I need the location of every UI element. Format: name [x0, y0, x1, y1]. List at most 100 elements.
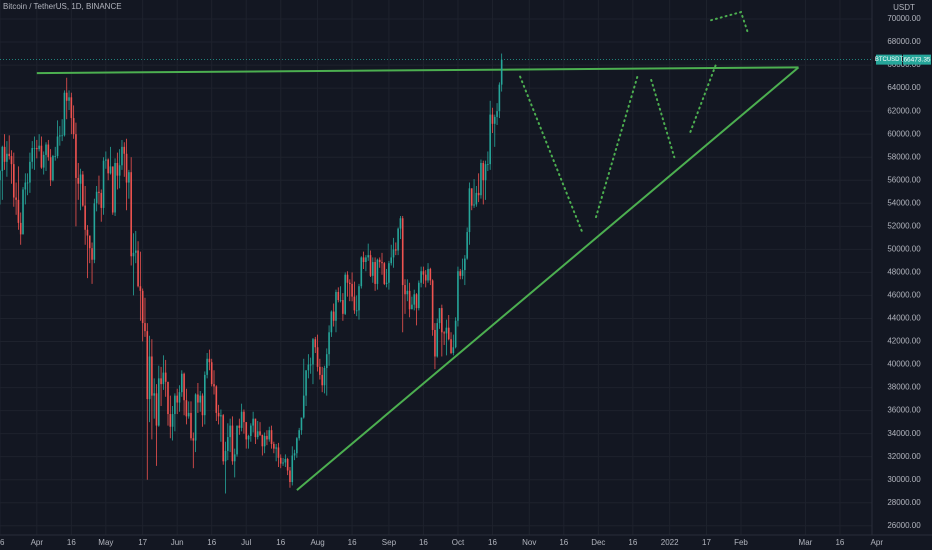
x-tick-label: May	[98, 538, 113, 547]
last-price-tag	[903, 54, 931, 65]
candle-body	[137, 250, 139, 287]
candle-body	[392, 249, 395, 258]
candle-body	[268, 430, 271, 440]
candle-body	[24, 182, 27, 190]
candle-body	[383, 263, 386, 284]
y-tick-label: 36000.00	[887, 406, 921, 415]
candle-body	[210, 362, 213, 385]
candle-body	[282, 462, 284, 464]
candle-body	[68, 97, 70, 101]
candle-body	[93, 203, 96, 260]
candle-body	[298, 430, 300, 439]
candle-body	[102, 160, 105, 208]
candle-body	[98, 191, 100, 193]
candle-body	[418, 282, 420, 309]
candle-body	[206, 358, 208, 375]
candles	[0, 53, 503, 494]
candle-body	[431, 280, 434, 330]
candle-body	[353, 296, 356, 311]
last-price-label: 66473.35	[903, 56, 930, 63]
candle-body	[190, 412, 192, 439]
candle-body	[493, 116, 496, 124]
axes: 26000.00 28000.00 30000.00 32000.00 34000.00…	[0, 14, 931, 547]
y-tick-label: 58000.00	[887, 152, 921, 161]
candle-body	[130, 172, 132, 257]
candle-body	[330, 311, 333, 333]
y-tick-label: 40000.00	[887, 360, 921, 369]
candle-body	[447, 327, 450, 340]
candle-body	[111, 166, 114, 213]
candle-body	[52, 156, 54, 181]
candle-body	[468, 188, 471, 233]
candle-body	[222, 415, 225, 462]
candle-body	[332, 311, 335, 321]
x-tick-label: Nov	[522, 538, 536, 547]
x-tick-label: Sep	[382, 538, 397, 547]
candle-body	[1, 146, 4, 172]
candle-body	[484, 164, 487, 181]
candle-body	[54, 156, 57, 157]
candle-body	[171, 414, 174, 427]
candle-body	[300, 417, 303, 431]
candle-body	[45, 144, 47, 155]
candle-body	[114, 162, 116, 213]
candle-body	[49, 157, 52, 181]
candle-body	[475, 192, 478, 205]
candle-body	[275, 447, 277, 449]
candle-body	[240, 411, 243, 428]
candle-body	[395, 249, 397, 251]
candle-body	[125, 153, 128, 183]
candle-body	[279, 457, 282, 464]
symbol-tag	[876, 54, 902, 65]
candle-body	[259, 431, 261, 435]
candle-body	[360, 257, 363, 287]
candle-body	[183, 373, 185, 401]
candle-body	[153, 393, 155, 396]
candle-body	[197, 394, 199, 403]
trend-line	[519, 75, 584, 234]
candle-body	[245, 422, 248, 440]
y-tick-label: 34000.00	[887, 429, 921, 438]
candle-body	[61, 135, 63, 137]
candle-body	[344, 274, 346, 314]
y-tick-label: 46000.00	[887, 291, 921, 300]
y-tick-label: 44000.00	[887, 314, 921, 323]
candle-body	[128, 172, 130, 183]
candle-body	[201, 395, 204, 416]
candle-body	[123, 146, 126, 154]
candle-body	[13, 164, 15, 198]
candle-body	[404, 285, 406, 295]
candle-body	[42, 154, 45, 168]
candle-body	[406, 290, 409, 295]
trend-line	[595, 75, 639, 219]
y-tick-label: 48000.00	[887, 268, 921, 277]
y-tick-label: 50000.00	[887, 244, 921, 253]
candle-body	[40, 145, 43, 168]
candle-body	[8, 153, 11, 157]
candle-body	[348, 282, 351, 284]
candle-body	[19, 222, 22, 235]
trend-line	[650, 79, 676, 159]
candle-body	[307, 364, 310, 371]
candle-body	[436, 323, 439, 357]
candle-body	[252, 418, 254, 426]
candle-body	[17, 199, 20, 223]
y-tick-label: 64000.00	[887, 83, 921, 92]
candle-body	[164, 372, 167, 382]
candle-body	[337, 291, 340, 301]
candle-body	[134, 250, 137, 253]
trend-line	[36, 66, 799, 75]
candle-body	[208, 358, 211, 363]
candle-body	[70, 97, 73, 119]
candle-body	[316, 347, 319, 367]
candle-body	[233, 454, 236, 462]
candle-body	[231, 425, 234, 462]
trend-line	[710, 10, 749, 34]
candle-body	[3, 146, 6, 162]
candle-body	[47, 144, 50, 158]
candle-body	[256, 431, 259, 438]
candle-body	[10, 156, 13, 165]
candle-body	[466, 232, 468, 259]
candle-body	[77, 177, 80, 184]
